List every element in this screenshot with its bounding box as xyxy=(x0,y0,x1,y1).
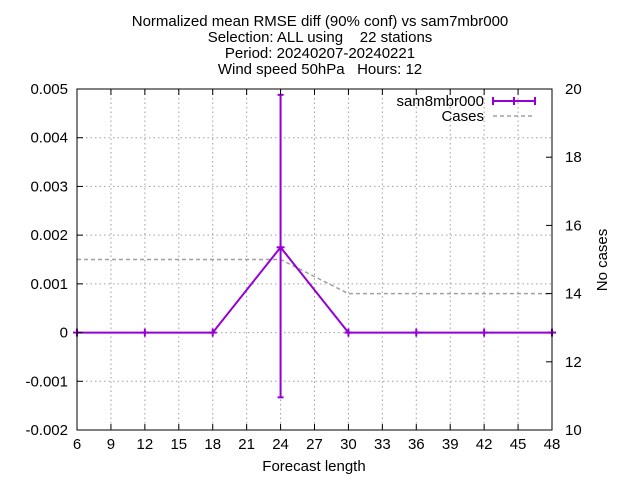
y-tick-label: 0 xyxy=(60,325,68,342)
x-tick-label: 33 xyxy=(374,436,391,453)
y-tick-label: 0.001 xyxy=(30,276,68,293)
sam8mbr000-line xyxy=(77,245,552,334)
title-line-2: Selection: ALL using 22 stations xyxy=(208,29,433,46)
y2-tick-label: 12 xyxy=(565,354,582,371)
legend-label-sam8mbr000: sam8mbr000 xyxy=(396,93,484,110)
axis-ticks: 6 9 12 15 18 21 24 27 30 33 36 39 42 45 48 -0.002 -0.001… xyxy=(25,81,581,453)
y2-tick-label: 14 xyxy=(565,286,582,303)
y2-tick-label: 20 xyxy=(565,81,582,98)
x-tick-label: 6 xyxy=(73,436,81,453)
x-tick-label: 12 xyxy=(137,436,154,453)
x-tick-label: 18 xyxy=(204,436,221,453)
y2-tick-label: 18 xyxy=(565,149,582,166)
legend: sam8mbr000 Cases xyxy=(396,93,536,125)
x-tick-label: 39 xyxy=(442,436,459,453)
x-tick-label: 15 xyxy=(170,436,187,453)
x-tick-label: 24 xyxy=(272,436,289,453)
cases-series xyxy=(77,258,552,295)
x-tick-label: 45 xyxy=(510,436,527,453)
main-series xyxy=(73,93,556,399)
y2-axis-label: No cases xyxy=(594,229,611,292)
y-tick-label: -0.002 xyxy=(25,422,68,439)
x-tick-label: 27 xyxy=(306,436,323,453)
x-tick-label: 42 xyxy=(476,436,493,453)
y-tick-label: 0.004 xyxy=(30,130,68,147)
x-tick-label: 30 xyxy=(340,436,357,453)
legend-label-cases: Cases xyxy=(441,108,484,125)
y-tick-label: 0.003 xyxy=(30,178,68,195)
x-tick-label: 9 xyxy=(107,436,115,453)
y-tick-label: -0.001 xyxy=(25,373,68,390)
chart-title: Normalized mean RMSE diff (90% conf) vs … xyxy=(132,13,509,78)
title-line-4: Wind speed 50hPa Hours: 12 xyxy=(218,61,422,78)
title-line-1: Normalized mean RMSE diff (90% conf) vs … xyxy=(132,13,509,30)
x-axis-label: Forecast length xyxy=(262,458,365,475)
y-tick-label: 0.005 xyxy=(30,81,68,98)
y2-tick-label: 10 xyxy=(565,422,582,439)
y-tick-label: 0.002 xyxy=(30,227,68,244)
title-line-3: Period: 20240207-20240221 xyxy=(225,45,415,62)
cases-line xyxy=(77,258,552,295)
y2-tick-label: 16 xyxy=(565,217,582,234)
x-tick-label: 36 xyxy=(408,436,425,453)
x-tick-label: 21 xyxy=(238,436,255,453)
x-tick-label: 48 xyxy=(544,436,561,453)
